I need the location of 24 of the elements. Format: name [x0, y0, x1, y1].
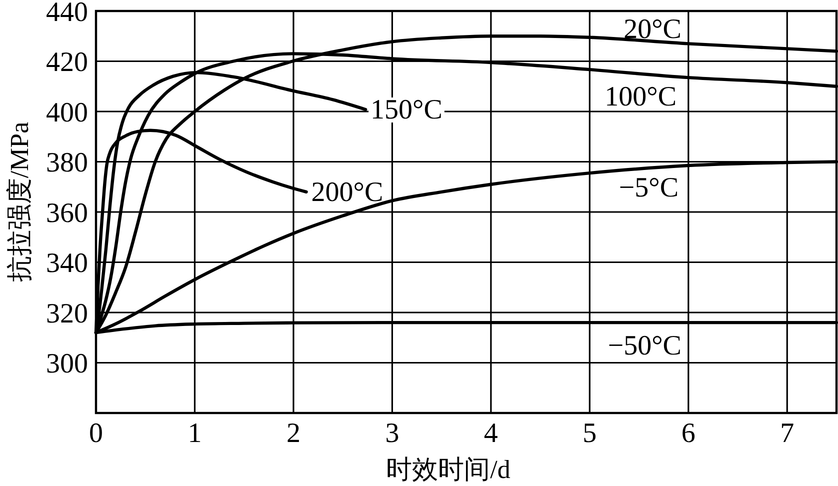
- y-axis-title: 抗拉强度/MPa: [5, 121, 34, 282]
- y-tick-label: 360: [46, 198, 88, 229]
- y-tick-label: 440: [46, 0, 88, 28]
- series-label: −50°C: [608, 330, 682, 362]
- x-axis-title: 时效时间/d: [386, 455, 510, 484]
- x-tick-label: 2: [286, 418, 300, 449]
- y-tick-label: 300: [46, 348, 88, 380]
- x-tick-label: 3: [385, 418, 400, 449]
- y-tick-label: 380: [46, 148, 88, 179]
- series-label: 100°C: [604, 82, 677, 113]
- x-tick-label: 1: [188, 418, 202, 449]
- y-tick-label: 400: [46, 97, 88, 128]
- x-tick-label: 4: [484, 418, 498, 449]
- series-label: −5°C: [618, 172, 679, 204]
- series-label: 200°C: [311, 176, 384, 208]
- x-tick-label: 0: [89, 418, 103, 449]
- series-label: 150°C: [370, 94, 442, 126]
- series-label: 20°C: [624, 14, 682, 46]
- y-tick-label: 420: [46, 47, 88, 78]
- y-tick-label: 320: [46, 298, 88, 330]
- y-tick-label: 340: [46, 248, 88, 280]
- x-tick-label: 6: [681, 418, 696, 449]
- x-tick-label: 7: [780, 418, 794, 449]
- x-tick-label: 5: [582, 418, 597, 449]
